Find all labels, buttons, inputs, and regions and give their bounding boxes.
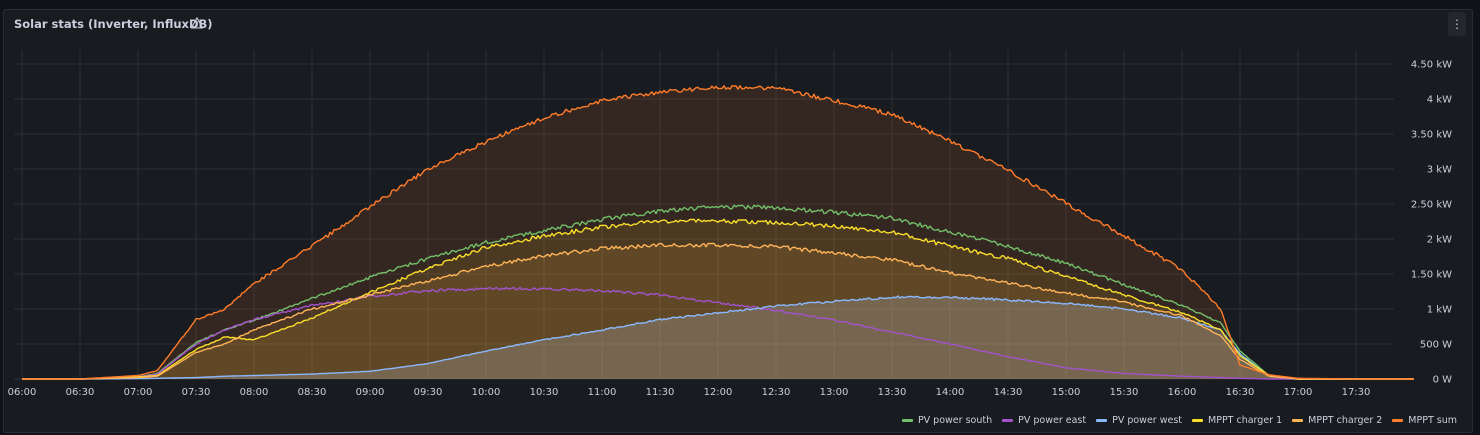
legend-label: PV power south — [917, 415, 993, 426]
series-line-pv-power-south — [22, 204, 1414, 380]
y-tick-label: 3.50 kW — [1411, 130, 1452, 141]
x-tick-label: 14:30 — [994, 387, 1023, 398]
kebab-menu-icon: ⋮ — [1451, 17, 1463, 31]
y-tick-label: 2.50 kW — [1411, 200, 1452, 211]
series-area-mppt-sum — [22, 85, 1414, 379]
legend-label: PV power east — [1018, 415, 1087, 426]
chart-grid — [14, 50, 1394, 380]
panel-menu-button[interactable]: ⋮ — [1448, 12, 1466, 36]
x-tick-label: 13:00 — [820, 387, 849, 398]
y-tick-label: 500 W — [1420, 340, 1452, 351]
series-line-mppt-charger-2 — [22, 242, 1414, 380]
legend-swatch — [1392, 419, 1404, 422]
y-tick-label: 0 W — [1433, 375, 1453, 386]
x-tick-label: 06:30 — [66, 387, 95, 398]
y-tick-label: 2 kW — [1427, 235, 1452, 246]
x-tick-label: 09:30 — [414, 387, 443, 398]
legend-swatch — [1002, 419, 1014, 422]
chart-panel: Solar stats (Inverter, InfluxDB) ⋮ 0 W 50… — [3, 9, 1473, 433]
y-tick-label: 1.50 kW — [1411, 270, 1452, 281]
series-areas — [22, 85, 1414, 379]
series-line-mppt-sum — [22, 85, 1414, 380]
y-tick-label: 4.50 kW — [1411, 60, 1452, 71]
legend-swatch — [1192, 419, 1204, 422]
legend-label: MPPT charger 1 — [1208, 415, 1283, 426]
x-tick-label: 12:00 — [704, 387, 733, 398]
panel-header: Solar stats (Inverter, InfluxDB) ⋮ — [4, 10, 1472, 38]
legend-label: MPPT sum — [1408, 415, 1457, 426]
y-tick-label: 1 kW — [1427, 305, 1452, 316]
x-tick-label: 07:30 — [182, 387, 211, 398]
legend-item[interactable]: MPPT charger 1 — [1192, 415, 1282, 426]
legend-swatch — [901, 419, 913, 422]
legend-item[interactable]: PV power east — [1002, 415, 1086, 426]
x-tick-label: 11:00 — [588, 387, 617, 398]
x-tick-label: 10:00 — [472, 387, 501, 398]
series-area-pv-power-west — [22, 296, 1414, 379]
y-axis-ticks: 0 W 500 W 1 kW 1.50 kW 2 kW 2.50 kW 3 kW 3.50 k… — [1411, 60, 1452, 386]
x-tick-label: 14:00 — [936, 387, 965, 398]
series-line-mppt-charger-1 — [22, 218, 1414, 380]
legend-item[interactable]: MPPT sum — [1392, 415, 1457, 426]
x-tick-label: 11:30 — [646, 387, 675, 398]
series-lines — [22, 85, 1414, 380]
legend-item[interactable]: PV power west — [1096, 415, 1182, 426]
x-tick-label: 12:30 — [762, 387, 791, 398]
legend-swatch — [1292, 419, 1304, 422]
legend-swatch — [1096, 419, 1108, 422]
x-tick-label: 13:30 — [878, 387, 907, 398]
legend-item[interactable]: PV power south — [901, 415, 993, 426]
x-tick-label: 17:00 — [1284, 387, 1313, 398]
x-tick-label: 16:30 — [1226, 387, 1255, 398]
series-line-pv-power-west — [22, 295, 1414, 380]
y-tick-label: 4 kW — [1427, 95, 1452, 106]
x-tick-label: 15:30 — [1110, 387, 1139, 398]
x-tick-label: 16:00 — [1168, 387, 1197, 398]
series-area-mppt-charger-1 — [22, 219, 1414, 379]
x-tick-label: 17:30 — [1342, 387, 1371, 398]
y-tick-label: 3 kW — [1427, 165, 1452, 176]
series-line-pv-power-east — [22, 286, 1414, 380]
chart-legend: PV power south PV power east PV power west… — [901, 415, 1457, 426]
legend-item[interactable]: MPPT charger 2 — [1292, 415, 1382, 426]
x-tick-label: 06:00 — [8, 387, 37, 398]
warning-triangle-icon[interactable] — [190, 16, 204, 30]
x-axis-ticks: 06:00 06:30 07:00 07:30 08:00 08:30 09:00 09:30… — [8, 387, 1371, 398]
x-tick-label: 07:00 — [124, 387, 153, 398]
x-tick-label: 08:30 — [298, 387, 327, 398]
series-area-mppt-charger-2 — [22, 243, 1414, 379]
x-tick-label: 08:00 — [240, 387, 269, 398]
x-tick-label: 15:00 — [1052, 387, 1081, 398]
panel-title: Solar stats (Inverter, InfluxDB) — [14, 17, 213, 31]
legend-label: PV power west — [1112, 415, 1183, 426]
chart-canvas: 0 W 500 W 1 kW 1.50 kW 2 kW 2.50 kW 3 kW 3.50 k… — [8, 50, 1452, 398]
x-tick-label: 09:00 — [356, 387, 385, 398]
x-tick-label: 10:30 — [530, 387, 559, 398]
legend-label: MPPT charger 2 — [1308, 415, 1383, 426]
